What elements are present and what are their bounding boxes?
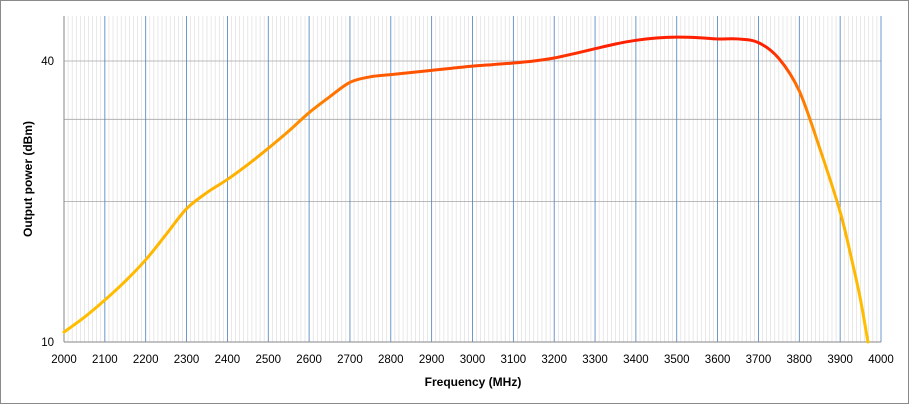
x-tick-label: 2300 — [174, 354, 200, 366]
x-tick-label: 3600 — [705, 354, 731, 366]
x-tick-label: 3100 — [501, 354, 527, 366]
x-tick-label: 2700 — [337, 354, 363, 366]
x-tick-label: 2500 — [255, 354, 281, 366]
x-tick-label: 2600 — [296, 354, 322, 366]
x-tick-label: 2800 — [378, 354, 404, 366]
x-tick-label: 4000 — [868, 354, 894, 366]
x-tick-label: 3500 — [664, 354, 690, 366]
x-tick-label: 2000 — [51, 354, 77, 366]
series-layer — [62, 35, 870, 344]
axes — [63, 16, 881, 343]
x-tick-label: 3000 — [460, 354, 486, 366]
y-axis-title: Output power (dBm) — [21, 121, 35, 237]
x-tick-label: 3700 — [746, 354, 772, 366]
x-tick-label: 2100 — [92, 354, 118, 366]
x-tick-label: 2400 — [215, 354, 241, 366]
x-tick-label: 3300 — [582, 354, 608, 366]
y-tick-label: 40 — [41, 56, 54, 68]
y-tick-labels: 10 40 — [41, 56, 54, 349]
x-axis-title: Frequency (MHz) — [425, 375, 522, 389]
minor-gridlines — [67, 16, 878, 342]
x-tick-label: 2900 — [419, 354, 445, 366]
x-tick-label: 3400 — [623, 354, 649, 366]
x-tick-label: 2200 — [133, 354, 159, 366]
x-tick-label: 3800 — [787, 354, 813, 366]
x-tick-label: 3200 — [541, 354, 567, 366]
x-tick-label: 3900 — [827, 354, 853, 366]
x-tick-labels: 2000 2100 2200 2300 2400 2500 2600 2700 2800 2900… — [51, 354, 894, 366]
y-tick-label: 10 — [41, 337, 54, 349]
output-power-line — [62, 35, 870, 344]
